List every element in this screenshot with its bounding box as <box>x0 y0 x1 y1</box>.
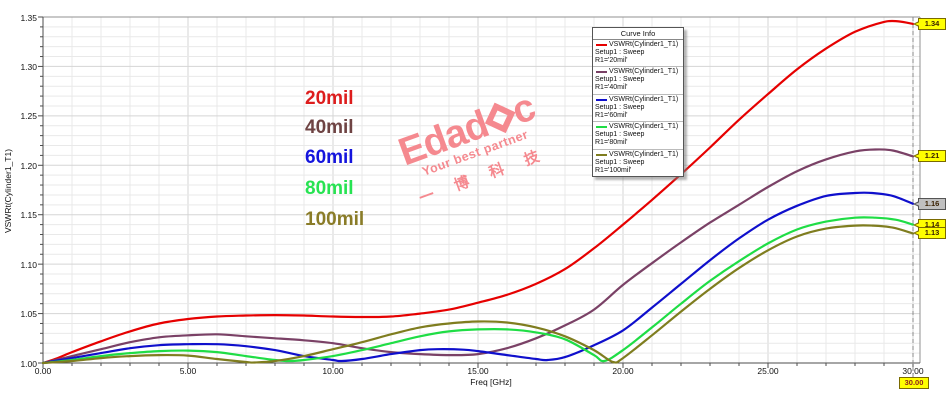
legend-variation: R1='40mil' <box>595 84 628 92</box>
legend-trace-name: VSWRt(Cylinder1_T1) <box>609 150 679 158</box>
legend-setup: Setup1 : Sweep <box>595 158 645 166</box>
legend-curve-info[interactable]: Curve Info VSWRt(Cylinder1_T1) Setup1 : S… <box>592 27 684 178</box>
legend-entry[interactable]: VSWRt(Cylinder1_T1) Setup1 : Sweep R1='80m… <box>593 122 683 150</box>
x-tick-label: 5.00 <box>179 366 197 376</box>
x-tick-label: 30.00 <box>902 366 924 376</box>
y-tick-label: 1.10 <box>20 259 37 270</box>
legend-variation: R1='100mil' <box>595 166 632 174</box>
curve-R1100mil[interactable] <box>41 224 915 365</box>
legend-line-swatch <box>596 43 607 46</box>
y-tick-label: 1.35 <box>20 12 37 23</box>
legend-setup: Setup1 : Sweep <box>595 48 645 56</box>
legend-entry[interactable]: VSWRt(Cylinder1_T1) Setup1 : Sweep R1='20m… <box>593 40 683 68</box>
curve-R160mil[interactable] <box>41 191 915 365</box>
legend-title: Curve Info <box>593 28 683 40</box>
x-tick-label: 10.00 <box>322 366 344 376</box>
legend-trace-name: VSWRt(Cylinder1_T1) <box>609 68 679 76</box>
legend-variation: R1='80mil' <box>595 139 628 147</box>
legend-setup: Setup1 : Sweep <box>595 103 645 111</box>
x-tick-label: 0.00 <box>34 366 52 376</box>
legend-setup: Setup1 : Sweep <box>595 131 645 139</box>
legend-line-swatch <box>596 71 607 74</box>
curve-R180mil[interactable] <box>41 216 915 365</box>
legend-entry[interactable]: VSWRt(Cylinder1_T1) Setup1 : Sweep R1='100… <box>593 150 683 176</box>
annotation-20mil: 20mil <box>305 88 354 109</box>
x-tick-label: 15.00 <box>467 366 489 376</box>
y-tick-label: 1.00 <box>20 358 37 369</box>
legend-setup: Setup1 : Sweep <box>595 76 645 84</box>
curve-R140mil[interactable] <box>41 148 915 365</box>
annotation-80mil: 80mil <box>305 178 354 199</box>
x-tick-label: 20.00 <box>612 366 634 376</box>
y-tick-label: 1.25 <box>20 111 37 122</box>
x-marker-30.00[interactable]: 30.00 <box>899 377 929 389</box>
y-tick-label: 1.05 <box>20 309 37 320</box>
annotation-60mil: 60mil <box>305 147 354 168</box>
y-tick-label: 1.30 <box>20 61 37 72</box>
y-marker-1.21[interactable]: 1.21 <box>913 150 946 163</box>
y-axis-title: VSWRt(Cylinder1_T1) <box>3 148 13 234</box>
y-tick-label: 1.20 <box>20 160 37 171</box>
y-marker-1.16[interactable]: 1.16 <box>913 197 946 210</box>
legend-variation: R1='20mil' <box>595 56 628 64</box>
y-tick-label: 1.15 <box>20 210 37 221</box>
annotation-100mil: 100mil <box>305 209 365 230</box>
annotation-40mil: 40mil <box>305 117 354 138</box>
legend-entry[interactable]: VSWRt(Cylinder1_T1) Setup1 : Sweep R1='60m… <box>593 95 683 123</box>
y-marker-1.34[interactable]: 1.34 <box>913 17 946 30</box>
x-axis-title: Freq [GHz] <box>470 377 512 387</box>
legend-line-swatch <box>596 153 607 156</box>
curve-R120mil[interactable] <box>41 19 915 365</box>
legend-trace-name: VSWRt(Cylinder1_T1) <box>609 123 679 131</box>
legend-entry[interactable]: VSWRt(Cylinder1_T1) Setup1 : Sweep R1='40m… <box>593 67 683 95</box>
y-marker-1.13[interactable]: 1.13 <box>913 227 946 240</box>
legend-line-swatch <box>596 98 607 101</box>
legend-variation: R1='60mil' <box>595 111 628 119</box>
legend-line-swatch <box>596 126 607 129</box>
legend-trace-name: VSWRt(Cylinder1_T1) <box>609 95 679 103</box>
legend-trace-name: VSWRt(Cylinder1_T1) <box>609 41 679 48</box>
x-tick-label: 25.00 <box>757 366 779 376</box>
